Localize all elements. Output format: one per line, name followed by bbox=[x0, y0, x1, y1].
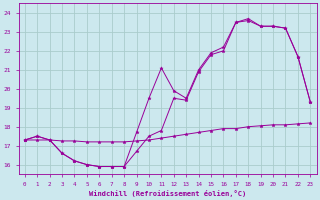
X-axis label: Windchill (Refroidissement éolien,°C): Windchill (Refroidissement éolien,°C) bbox=[89, 190, 246, 197]
